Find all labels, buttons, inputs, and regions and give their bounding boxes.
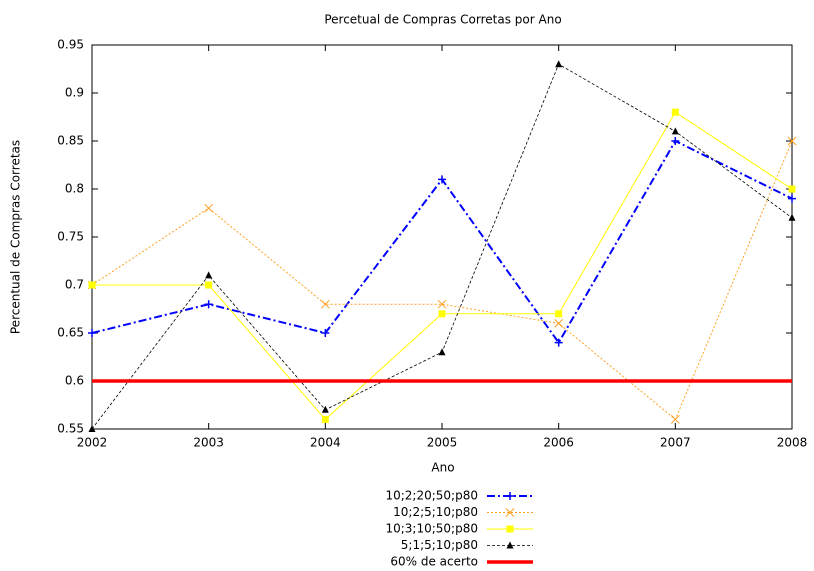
legend-marker	[506, 492, 514, 500]
marker	[88, 281, 96, 289]
legend-label: 5;1;5;10;p80	[401, 538, 478, 552]
marker	[205, 271, 213, 279]
x-tick-label: 2003	[193, 436, 224, 450]
y-tick-label: 0.9	[65, 86, 84, 100]
y-tick-label: 0.75	[57, 230, 84, 244]
marker	[320, 299, 330, 309]
x-tick-label: 2006	[543, 436, 574, 450]
legend-label: 60% de acerto	[390, 555, 478, 569]
marker	[321, 329, 330, 337]
y-tick-label: 0.85	[57, 134, 84, 148]
x-tick-label: 2005	[427, 436, 458, 450]
marker	[788, 194, 796, 203]
marker	[787, 136, 797, 146]
legend-marker	[505, 508, 515, 517]
marker	[88, 425, 96, 432]
marker	[321, 405, 329, 413]
legend-label: 10;2;20;50;p80	[385, 489, 478, 503]
legend-marker	[506, 541, 514, 549]
plot-frame	[91, 44, 793, 430]
legend-label: 10;3;10;50;p80	[385, 522, 478, 536]
marker	[671, 127, 679, 135]
series-line	[92, 111, 793, 421]
chart-title: Percetual de Compras Corretas por Ano	[324, 13, 561, 27]
y-tick-label: 0.55	[57, 422, 84, 436]
y-axis-label: Percentual de Compras Corretas	[9, 140, 23, 334]
marker	[204, 300, 213, 309]
marker	[438, 348, 446, 356]
marker	[671, 108, 679, 116]
series-line	[91, 63, 793, 430]
x-tick-label: 2007	[660, 436, 691, 450]
marker	[554, 319, 564, 328]
marker	[204, 203, 214, 213]
y-tick-label: 0.6	[65, 374, 84, 388]
y-tick-label: 0.7	[65, 278, 84, 292]
marker	[555, 310, 563, 318]
y-tick-label: 0.8	[65, 182, 84, 196]
legend-label: 10;2;5;10;p80	[393, 505, 478, 519]
x-tick-label: 2002	[77, 436, 108, 450]
marker	[88, 329, 96, 337]
marker	[437, 299, 447, 309]
y-tick-label: 0.95	[57, 38, 84, 52]
marker	[788, 185, 796, 193]
x-axis-label: Ano	[431, 461, 454, 475]
marker	[205, 281, 213, 289]
marker	[555, 60, 563, 68]
x-tick-label: 2008	[777, 436, 808, 450]
legend-marker	[506, 525, 514, 533]
marker	[438, 175, 446, 184]
marker	[438, 310, 446, 318]
marker	[321, 415, 329, 423]
marker	[788, 213, 796, 221]
marker	[671, 137, 680, 145]
marker	[670, 415, 680, 424]
y-tick-label: 0.65	[57, 326, 84, 340]
x-tick-label: 2004	[310, 436, 341, 450]
marker	[554, 338, 563, 347]
